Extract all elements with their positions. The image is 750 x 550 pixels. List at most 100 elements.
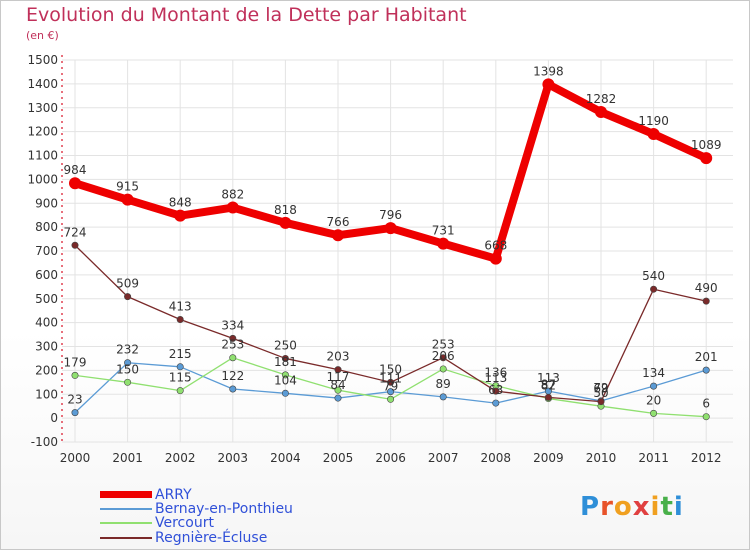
logo-letter: i bbox=[650, 492, 661, 522]
data-label: 115 bbox=[169, 371, 192, 385]
data-label: 201 bbox=[695, 350, 718, 364]
data-label: 150 bbox=[116, 362, 139, 376]
x-tick-label: 2009 bbox=[533, 451, 564, 465]
data-label: 117 bbox=[327, 370, 350, 384]
x-tick-label: 2011 bbox=[638, 451, 669, 465]
data-point bbox=[279, 216, 292, 229]
y-tick-label: 1100 bbox=[27, 149, 58, 163]
x-tick-label: 2000 bbox=[60, 451, 91, 465]
data-label: 50 bbox=[593, 386, 608, 400]
y-tick-label: 0 bbox=[50, 411, 58, 425]
data-point bbox=[334, 366, 342, 374]
data-point bbox=[281, 371, 289, 379]
data-label: 724 bbox=[64, 225, 87, 239]
data-label: 134 bbox=[642, 366, 665, 380]
legend-label-bernay: Bernay-en-Ponthieu bbox=[155, 500, 293, 517]
legend-item-regniere: Regnière-Écluse bbox=[100, 529, 268, 546]
data-point bbox=[489, 252, 502, 265]
proxiti-logo: Proxiti bbox=[580, 492, 684, 522]
logo-letter: i bbox=[673, 492, 684, 522]
data-point bbox=[176, 363, 184, 371]
data-point bbox=[437, 237, 450, 250]
chart-unit: (en €) bbox=[26, 29, 59, 42]
legend-item-arry: ARRY bbox=[100, 486, 192, 503]
data-label: 150 bbox=[379, 362, 402, 376]
data-point bbox=[174, 209, 187, 222]
x-tick-label: 2006 bbox=[375, 451, 406, 465]
data-point bbox=[176, 316, 184, 324]
logo-letter: r bbox=[600, 492, 614, 522]
data-label: 413 bbox=[169, 300, 192, 314]
data-label: 796 bbox=[379, 208, 402, 222]
y-tick-label: 1300 bbox=[27, 101, 58, 115]
legend-item-bernay: Bernay-en-Ponthieu bbox=[100, 500, 293, 517]
data-point bbox=[71, 241, 79, 249]
data-point bbox=[650, 285, 658, 293]
legend-swatch-arry bbox=[100, 491, 152, 498]
data-point bbox=[492, 387, 500, 395]
data-label: 72 bbox=[593, 381, 608, 395]
legend-swatch-regniere bbox=[100, 536, 152, 539]
chart-title: Evolution du Montant de la Dette par Hab… bbox=[26, 4, 467, 26]
data-label: 136 bbox=[484, 366, 507, 380]
data-point bbox=[229, 354, 237, 362]
data-point bbox=[281, 354, 289, 362]
x-tick-label: 2007 bbox=[428, 451, 459, 465]
data-point bbox=[702, 297, 710, 305]
y-tick-label: 200 bbox=[35, 363, 58, 377]
data-label: 490 bbox=[695, 281, 718, 295]
data-label: 113 bbox=[537, 371, 560, 385]
data-point bbox=[334, 394, 342, 402]
y-tick-label: 1200 bbox=[27, 125, 58, 139]
data-label: 111 bbox=[379, 372, 402, 386]
data-label: 79 bbox=[383, 379, 398, 393]
data-point bbox=[650, 382, 658, 390]
legend-label-regniere: Regnière-Écluse bbox=[155, 529, 268, 546]
data-label: 206 bbox=[432, 349, 455, 363]
data-label: 818 bbox=[274, 203, 297, 217]
data-point bbox=[439, 365, 447, 373]
y-tick-label: 1500 bbox=[27, 53, 58, 67]
data-point bbox=[700, 152, 713, 165]
data-label: 1398 bbox=[533, 64, 564, 78]
data-label: 915 bbox=[116, 180, 139, 194]
data-point bbox=[542, 78, 555, 91]
data-point bbox=[69, 177, 81, 190]
data-point bbox=[384, 222, 397, 235]
legend-label-arry: ARRY bbox=[155, 486, 192, 503]
data-label: 334 bbox=[221, 318, 244, 332]
data-label: 6 bbox=[702, 397, 710, 411]
data-point bbox=[121, 193, 134, 206]
data-point bbox=[229, 334, 237, 342]
y-tick-label: 300 bbox=[35, 340, 58, 354]
data-label: 63 bbox=[488, 383, 503, 397]
data-label: 731 bbox=[432, 224, 455, 238]
data-point bbox=[281, 389, 289, 397]
y-tick-label: 1400 bbox=[27, 77, 58, 91]
y-tick-label: 600 bbox=[35, 268, 58, 282]
y-tick-label: -100 bbox=[31, 435, 58, 449]
data-label: 1089 bbox=[691, 138, 722, 152]
x-tick-label: 2012 bbox=[691, 451, 722, 465]
data-label: 232 bbox=[116, 343, 139, 357]
data-label: 89 bbox=[436, 377, 451, 391]
data-label: 104 bbox=[274, 373, 297, 387]
data-label: 82 bbox=[541, 379, 556, 393]
data-label: 215 bbox=[169, 347, 192, 361]
data-label: 122 bbox=[221, 369, 244, 383]
data-point bbox=[439, 354, 447, 362]
data-point bbox=[226, 201, 239, 214]
data-point bbox=[176, 387, 184, 395]
data-point bbox=[124, 293, 132, 301]
y-tick-label: 900 bbox=[35, 196, 58, 210]
legend-label-vercourt: Vercourt bbox=[155, 514, 214, 531]
y-tick-label: 400 bbox=[35, 316, 58, 330]
logo-letter: o bbox=[613, 492, 633, 522]
data-point bbox=[597, 398, 605, 406]
legend-swatch-vercourt bbox=[100, 521, 152, 524]
data-label: 882 bbox=[221, 188, 244, 202]
data-point bbox=[387, 378, 395, 386]
data-label: 253 bbox=[221, 338, 244, 352]
data-label: 181 bbox=[274, 355, 297, 369]
data-point bbox=[124, 359, 132, 367]
